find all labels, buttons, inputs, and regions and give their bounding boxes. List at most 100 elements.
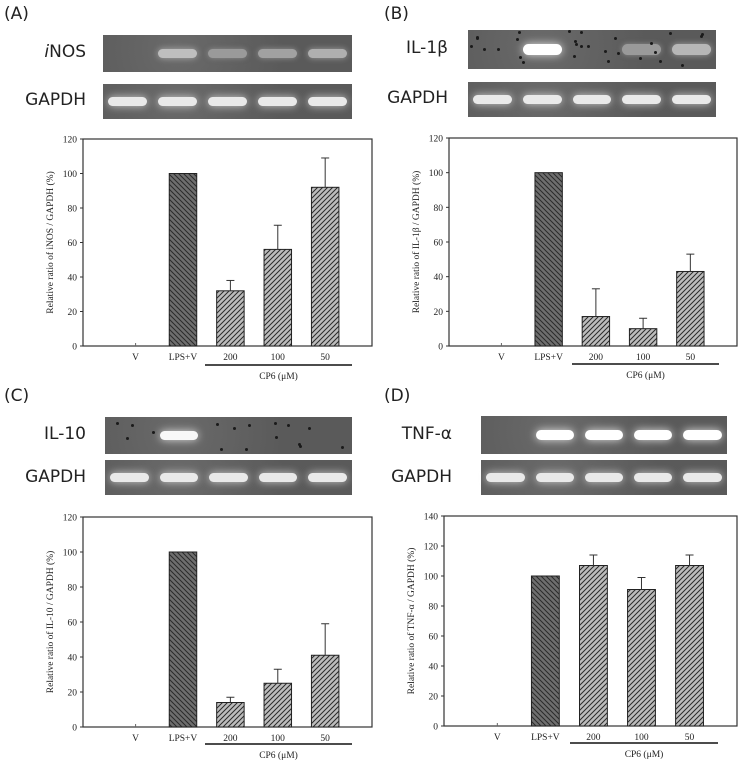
- gel-speck: [649, 41, 653, 45]
- gel-gapdh: [468, 82, 716, 117]
- y-tick-label: 40: [434, 273, 444, 283]
- gene-label-italic: i: [44, 42, 50, 62]
- gel-speck: [606, 59, 610, 63]
- y-tick-label: 120: [424, 543, 439, 553]
- y-tick-label: 80: [429, 603, 439, 613]
- x-tick-label: 200: [589, 353, 604, 363]
- reference-label: GAPDH: [391, 467, 452, 487]
- x-tick-label: 200: [223, 734, 238, 744]
- x-tick-label: 100: [636, 353, 651, 363]
- gel-speck: [603, 50, 607, 54]
- gel-band: [158, 96, 198, 107]
- y-tick-label: 40: [68, 274, 78, 284]
- gel-speck: [586, 44, 590, 48]
- gel-speck: [220, 448, 224, 452]
- bar-treated: [216, 290, 245, 347]
- y-tick-label: 20: [434, 308, 444, 318]
- gel-speck: [273, 422, 277, 426]
- gel-band: [208, 48, 247, 59]
- gel-speck: [573, 40, 577, 44]
- gel-speck: [519, 55, 523, 59]
- gel-speck: [116, 422, 120, 425]
- gel-speck: [574, 43, 578, 47]
- y-tick-label: 40: [68, 654, 78, 664]
- gel-speck: [126, 436, 130, 440]
- gel-speck: [579, 45, 583, 49]
- gel-band: [158, 48, 198, 59]
- x-tick-label: V: [498, 353, 505, 363]
- gel-band: [473, 94, 513, 105]
- x-tick-label: V: [132, 353, 139, 363]
- reference-label: GAPDH: [25, 90, 86, 110]
- x-tick-label: V: [132, 734, 139, 744]
- bar-treated: [578, 565, 608, 727]
- y-tick-label: 120: [63, 514, 78, 524]
- gel-speck: [669, 31, 673, 35]
- gene-label-il1b: IL-1β: [406, 38, 448, 58]
- gel-speck: [638, 57, 642, 61]
- y-tick-label: 80: [68, 584, 78, 594]
- gene-label-inos: iNOS: [6, 42, 86, 62]
- x-tick-label: 50: [686, 353, 696, 363]
- x-tick-label: 200: [223, 353, 238, 363]
- gel-band: [622, 44, 661, 55]
- gel-speck: [613, 36, 617, 40]
- panel-letter: (D): [384, 386, 411, 406]
- y-tick-label: 60: [434, 239, 444, 249]
- gel-speck: [654, 50, 658, 54]
- x-tick-label: 100: [271, 353, 286, 363]
- y-tick-label: 140: [424, 513, 439, 523]
- gel-speck: [517, 30, 521, 34]
- panel-letter: (A): [4, 4, 29, 24]
- x-tick-label: LPS+V: [169, 734, 198, 744]
- reference-label: GAPDH: [25, 467, 86, 487]
- y-tick-label: 20: [68, 689, 78, 699]
- gel-band: [159, 472, 199, 483]
- gel-speck: [131, 423, 135, 427]
- y-tick-label: 80: [68, 205, 78, 215]
- gel-band: [258, 472, 298, 483]
- gel-speck: [658, 59, 662, 63]
- y-tick-label: 0: [438, 343, 443, 353]
- gel-band: [307, 96, 347, 107]
- gel-band: [486, 472, 525, 483]
- gel-target: [468, 30, 716, 69]
- gel-band: [209, 472, 248, 483]
- gel-band: [308, 472, 347, 483]
- group-label: CP6 (μM): [259, 371, 298, 382]
- gel-speck: [701, 33, 705, 37]
- y-tick-label: 100: [63, 549, 78, 559]
- y-tick-label: 120: [429, 135, 444, 145]
- group-label: CP6 (μM): [626, 370, 665, 381]
- group-label: CP6 (μM): [259, 750, 298, 761]
- gel-speck: [299, 444, 303, 448]
- gel-band: [622, 94, 661, 105]
- y-tick-label: 120: [63, 136, 78, 146]
- gel-band: [108, 96, 148, 107]
- reference-label: GAPDH: [387, 88, 448, 108]
- gel-gapdh: [105, 460, 352, 495]
- gel-speck: [568, 30, 572, 34]
- bar-control: [168, 173, 198, 347]
- gel-speck: [470, 44, 474, 48]
- bar-treated: [627, 589, 656, 727]
- bar-control: [168, 551, 198, 728]
- bar-treated: [675, 565, 704, 727]
- gel-band: [584, 472, 624, 483]
- gel-speck: [298, 443, 302, 447]
- gel-speck: [483, 47, 487, 51]
- y-tick-label: 0: [433, 723, 438, 733]
- x-tick-label: LPS+V: [169, 353, 198, 363]
- gel-speck: [699, 34, 703, 38]
- x-tick-label: 200: [586, 733, 601, 743]
- gel-speck: [247, 424, 251, 428]
- y-axis-label: Relative ratio of iNOS / GAPDH (%): [45, 171, 56, 313]
- y-tick-label: 20: [68, 308, 78, 318]
- x-tick-label: 50: [320, 353, 330, 363]
- panel-letter: (B): [384, 4, 409, 24]
- gel-speck: [496, 48, 500, 51]
- gel-speck: [616, 51, 620, 55]
- x-tick-label: LPS+V: [534, 353, 563, 363]
